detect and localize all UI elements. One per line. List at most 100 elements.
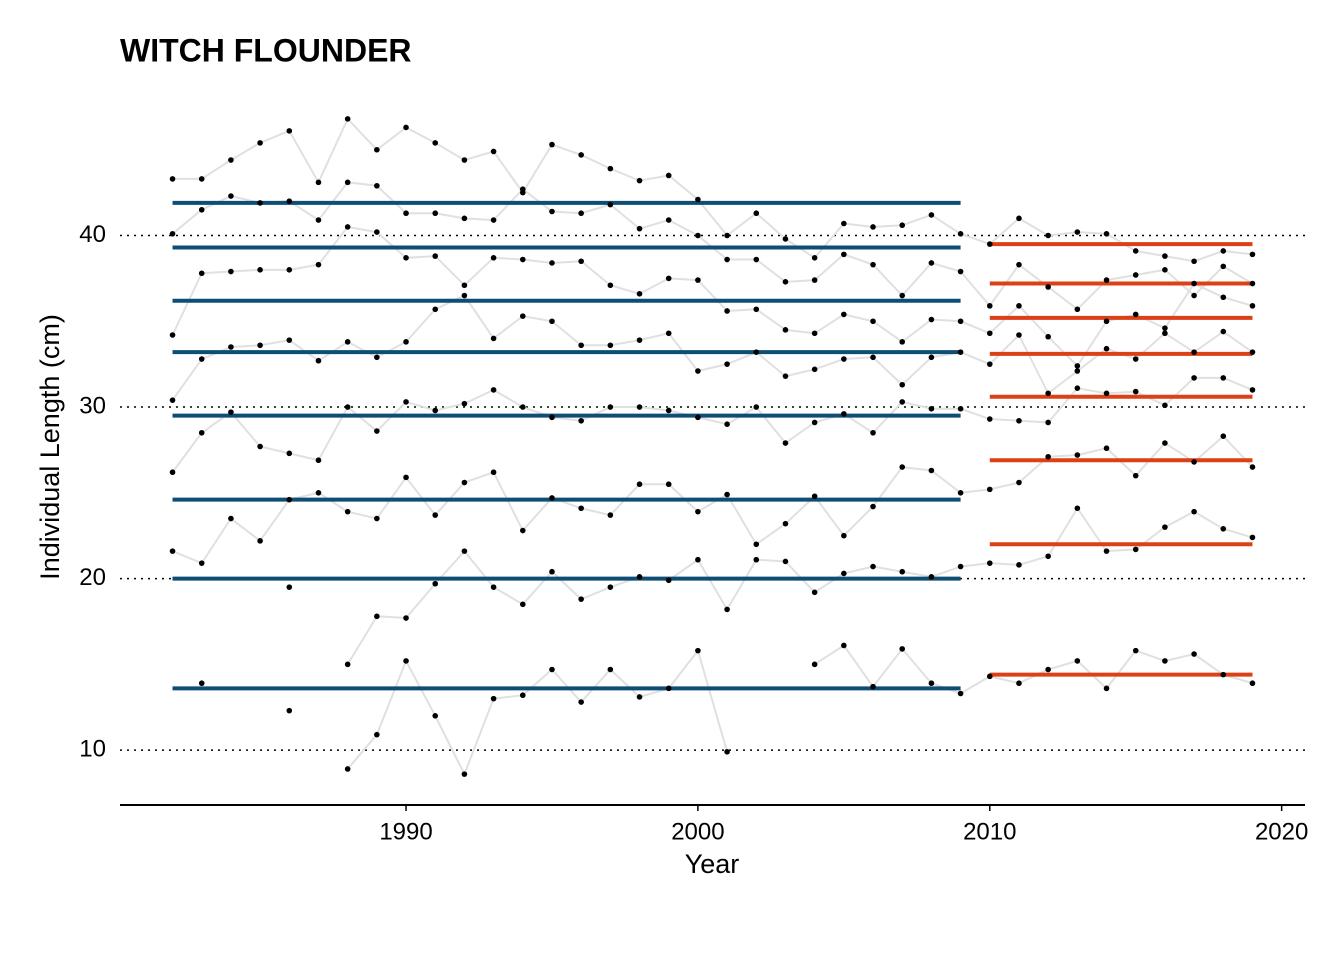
data-point bbox=[578, 210, 584, 217]
data-point bbox=[1162, 267, 1168, 273]
data-point bbox=[519, 692, 526, 699]
data-point bbox=[870, 318, 876, 325]
data-point bbox=[1074, 505, 1081, 512]
data-point bbox=[695, 368, 701, 374]
x-tick-label: 2000 bbox=[671, 818, 724, 845]
data-point bbox=[957, 349, 964, 355]
data-point bbox=[1045, 333, 1051, 340]
data-point bbox=[1220, 263, 1227, 270]
series-line bbox=[346, 644, 1253, 777]
data-point bbox=[1074, 229, 1081, 235]
data-point bbox=[286, 707, 293, 714]
x-tick-label: 1990 bbox=[379, 818, 432, 845]
series-line bbox=[171, 376, 1253, 473]
data-point bbox=[928, 405, 935, 412]
data-point bbox=[286, 496, 293, 503]
data-point bbox=[1249, 349, 1256, 355]
data-point bbox=[665, 217, 672, 223]
data-point bbox=[1191, 258, 1197, 265]
data-point bbox=[257, 140, 263, 146]
data-point bbox=[344, 404, 351, 410]
data-point bbox=[432, 713, 439, 719]
data-point bbox=[1220, 375, 1227, 381]
data-point bbox=[519, 601, 526, 608]
data-point bbox=[257, 443, 263, 450]
data-point bbox=[549, 495, 555, 501]
data-point bbox=[315, 261, 322, 268]
data-point bbox=[724, 421, 730, 427]
data-point bbox=[461, 771, 468, 777]
data-point bbox=[665, 330, 672, 337]
data-point bbox=[374, 731, 380, 738]
data-point bbox=[1191, 280, 1197, 287]
data-point bbox=[228, 344, 234, 350]
data-point bbox=[519, 313, 526, 319]
data-point bbox=[841, 411, 847, 417]
data-point bbox=[461, 479, 468, 486]
data-point bbox=[1162, 402, 1168, 409]
data-point bbox=[899, 292, 906, 299]
data-point bbox=[286, 128, 293, 134]
data-point bbox=[198, 270, 205, 277]
data-point bbox=[753, 256, 760, 263]
data-point bbox=[665, 172, 672, 179]
data-point bbox=[169, 469, 176, 476]
data-point bbox=[870, 261, 876, 268]
data-point bbox=[870, 503, 876, 510]
data-point bbox=[607, 201, 614, 208]
data-point bbox=[403, 255, 409, 261]
data-point bbox=[1132, 472, 1139, 479]
data-point bbox=[1132, 311, 1139, 318]
data-point bbox=[811, 330, 818, 337]
data-point bbox=[374, 182, 380, 189]
data-point bbox=[198, 206, 205, 213]
data-point bbox=[986, 416, 993, 422]
data-point bbox=[228, 157, 234, 163]
data-point bbox=[1103, 345, 1110, 352]
data-point bbox=[724, 232, 730, 239]
data-point bbox=[695, 647, 701, 654]
data-point bbox=[724, 308, 730, 314]
data-point bbox=[198, 680, 205, 687]
data-point bbox=[636, 225, 643, 232]
data-point bbox=[432, 140, 439, 146]
data-point bbox=[782, 520, 789, 527]
data-point bbox=[1220, 248, 1227, 254]
data-point bbox=[1045, 553, 1051, 560]
data-point bbox=[490, 255, 497, 261]
data-point bbox=[344, 179, 351, 186]
data-point bbox=[1249, 464, 1256, 470]
data-point bbox=[724, 606, 730, 613]
data-point bbox=[315, 357, 322, 364]
data-point bbox=[636, 177, 643, 184]
data-point bbox=[490, 148, 497, 155]
data-point bbox=[665, 685, 672, 692]
data-point bbox=[899, 464, 906, 470]
data-point bbox=[928, 680, 935, 687]
x-tick-label: 2010 bbox=[963, 818, 1016, 845]
data-point bbox=[928, 574, 935, 580]
data-point bbox=[1132, 248, 1139, 254]
data-point bbox=[374, 354, 380, 361]
y-axis-label: Individual Length (cm) bbox=[35, 314, 65, 580]
data-point bbox=[432, 210, 439, 217]
data-point bbox=[841, 220, 847, 227]
data-point bbox=[753, 556, 760, 563]
data-point bbox=[1132, 647, 1139, 654]
data-point bbox=[899, 222, 906, 229]
data-point bbox=[986, 673, 993, 680]
x-axis-label: Year bbox=[685, 849, 740, 879]
data-point bbox=[1045, 453, 1051, 460]
data-point bbox=[286, 584, 293, 590]
data-point bbox=[1191, 375, 1197, 381]
data-point bbox=[870, 354, 876, 361]
y-tick-label: 20 bbox=[79, 564, 106, 591]
data-point bbox=[986, 560, 993, 566]
y-tick-label: 40 bbox=[79, 221, 106, 248]
data-point bbox=[1074, 452, 1081, 458]
data-point bbox=[257, 267, 263, 273]
data-point bbox=[432, 407, 439, 414]
data-point bbox=[957, 563, 964, 570]
data-point bbox=[169, 176, 176, 182]
data-point bbox=[403, 399, 409, 405]
